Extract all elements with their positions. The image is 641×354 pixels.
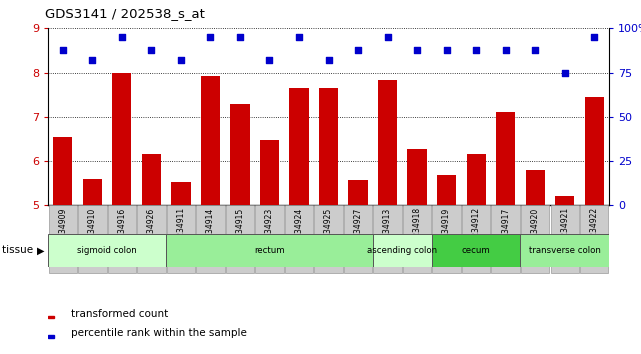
FancyBboxPatch shape bbox=[373, 205, 402, 273]
FancyBboxPatch shape bbox=[462, 205, 490, 273]
Point bbox=[205, 34, 215, 40]
Text: cecum: cecum bbox=[462, 246, 490, 255]
Point bbox=[530, 47, 540, 52]
Bar bbox=[408, 149, 427, 205]
Text: GSM234918: GSM234918 bbox=[413, 207, 422, 253]
Text: GSM234915: GSM234915 bbox=[235, 207, 244, 253]
Text: GSM234927: GSM234927 bbox=[354, 207, 363, 253]
Text: ▶: ▶ bbox=[37, 245, 44, 256]
Bar bbox=[48, 316, 54, 318]
FancyBboxPatch shape bbox=[137, 205, 165, 273]
Point bbox=[294, 34, 304, 40]
Text: ascending colon: ascending colon bbox=[367, 246, 437, 255]
Text: GSM234910: GSM234910 bbox=[88, 207, 97, 253]
Text: sigmoid colon: sigmoid colon bbox=[77, 246, 137, 255]
Text: GSM234909: GSM234909 bbox=[58, 207, 67, 254]
Point bbox=[412, 47, 422, 52]
Bar bbox=[319, 88, 338, 205]
FancyBboxPatch shape bbox=[373, 234, 432, 267]
Point bbox=[58, 47, 68, 52]
FancyBboxPatch shape bbox=[432, 234, 520, 267]
Point bbox=[353, 47, 363, 52]
Bar bbox=[48, 335, 54, 338]
FancyBboxPatch shape bbox=[49, 205, 77, 273]
Text: percentile rank within the sample: percentile rank within the sample bbox=[71, 328, 246, 338]
Point bbox=[560, 70, 570, 75]
FancyBboxPatch shape bbox=[108, 205, 136, 273]
Point bbox=[589, 34, 599, 40]
FancyBboxPatch shape bbox=[167, 205, 195, 273]
Text: GSM234925: GSM234925 bbox=[324, 207, 333, 253]
FancyBboxPatch shape bbox=[314, 205, 343, 273]
Point bbox=[471, 47, 481, 52]
FancyBboxPatch shape bbox=[255, 205, 283, 273]
FancyBboxPatch shape bbox=[521, 205, 549, 273]
Text: GSM234911: GSM234911 bbox=[176, 207, 185, 253]
FancyBboxPatch shape bbox=[433, 205, 461, 273]
Text: GSM234919: GSM234919 bbox=[442, 207, 451, 253]
FancyBboxPatch shape bbox=[226, 205, 254, 273]
Text: GSM234921: GSM234921 bbox=[560, 207, 569, 253]
Bar bbox=[83, 179, 102, 205]
Point bbox=[383, 34, 393, 40]
Text: tissue: tissue bbox=[2, 245, 37, 256]
Bar bbox=[171, 182, 190, 205]
Text: GSM234912: GSM234912 bbox=[472, 207, 481, 253]
Text: GSM234926: GSM234926 bbox=[147, 207, 156, 253]
Bar bbox=[289, 88, 308, 205]
FancyBboxPatch shape bbox=[551, 205, 579, 273]
Text: GSM234917: GSM234917 bbox=[501, 207, 510, 253]
Text: GSM234914: GSM234914 bbox=[206, 207, 215, 253]
FancyBboxPatch shape bbox=[285, 205, 313, 273]
Bar bbox=[53, 137, 72, 205]
FancyBboxPatch shape bbox=[196, 205, 224, 273]
Text: GDS3141 / 202538_s_at: GDS3141 / 202538_s_at bbox=[45, 7, 204, 20]
Bar bbox=[467, 154, 486, 205]
Bar bbox=[142, 154, 161, 205]
Point bbox=[264, 57, 274, 63]
Text: GSM234913: GSM234913 bbox=[383, 207, 392, 253]
Point bbox=[235, 34, 245, 40]
FancyBboxPatch shape bbox=[344, 205, 372, 273]
Text: GSM234920: GSM234920 bbox=[531, 207, 540, 253]
FancyBboxPatch shape bbox=[403, 205, 431, 273]
Text: transverse colon: transverse colon bbox=[529, 246, 601, 255]
Bar bbox=[585, 97, 604, 205]
Bar bbox=[378, 80, 397, 205]
Bar bbox=[437, 175, 456, 205]
Bar bbox=[260, 140, 279, 205]
Point bbox=[501, 47, 511, 52]
Point bbox=[176, 57, 186, 63]
FancyBboxPatch shape bbox=[580, 205, 608, 273]
Bar bbox=[555, 196, 574, 205]
Point bbox=[323, 57, 333, 63]
Bar bbox=[201, 76, 220, 205]
Point bbox=[87, 57, 97, 63]
Point bbox=[442, 47, 452, 52]
Bar bbox=[230, 104, 249, 205]
Text: GSM234923: GSM234923 bbox=[265, 207, 274, 253]
Bar bbox=[526, 170, 545, 205]
FancyBboxPatch shape bbox=[520, 234, 609, 267]
Text: GSM234922: GSM234922 bbox=[590, 207, 599, 253]
Text: GSM234916: GSM234916 bbox=[117, 207, 126, 253]
Bar bbox=[349, 180, 368, 205]
Text: rectum: rectum bbox=[254, 246, 285, 255]
Point bbox=[117, 34, 127, 40]
Bar bbox=[496, 113, 515, 205]
Text: transformed count: transformed count bbox=[71, 309, 168, 319]
FancyBboxPatch shape bbox=[48, 234, 166, 267]
Bar bbox=[112, 73, 131, 205]
FancyBboxPatch shape bbox=[492, 205, 520, 273]
FancyBboxPatch shape bbox=[166, 234, 373, 267]
Point bbox=[146, 47, 156, 52]
Text: GSM234924: GSM234924 bbox=[294, 207, 303, 253]
FancyBboxPatch shape bbox=[78, 205, 106, 273]
